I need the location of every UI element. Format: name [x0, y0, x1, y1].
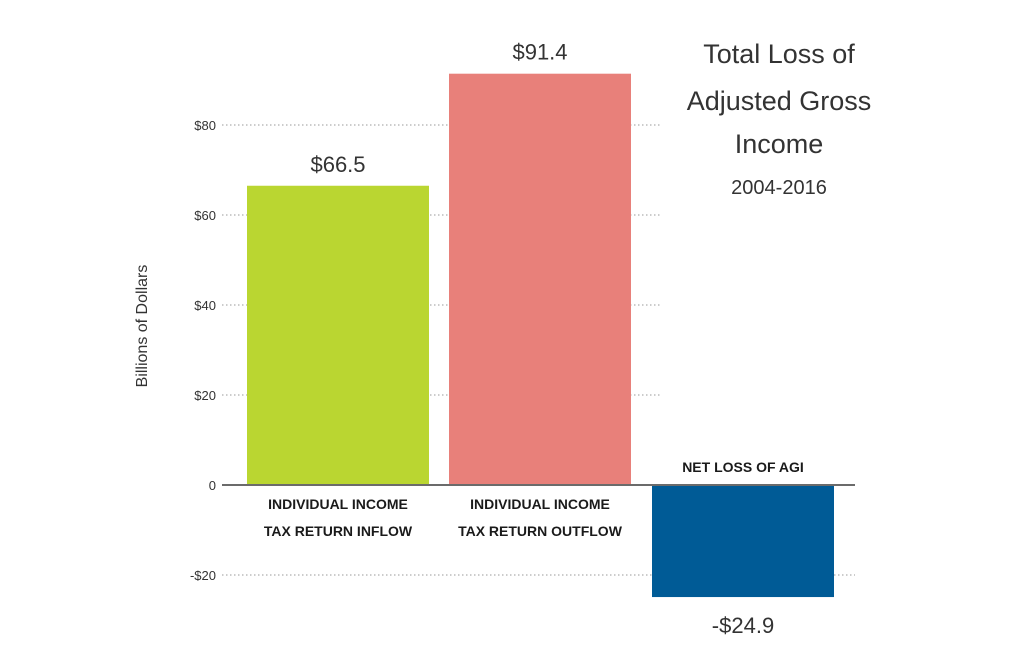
y-axis-ticks: $80 $60 $40 $20 0 -$20	[190, 118, 216, 583]
bar	[449, 73, 631, 485]
chart-title-line-2: Adjusted Gross	[687, 86, 872, 116]
category-label: INDIVIDUAL INCOME	[470, 496, 610, 512]
bars	[247, 73, 834, 598]
category-labels: INDIVIDUAL INCOME TAX RETURN INFLOW INDIVI…	[264, 459, 804, 539]
value-labels: $66.5 $91.4 -$24.9	[310, 40, 774, 638]
y-tick-label: 0	[209, 478, 216, 493]
category-label: TAX RETURN INFLOW	[264, 523, 413, 539]
bar	[247, 185, 429, 485]
bar-value-label: $91.4	[512, 40, 567, 65]
category-label: TAX RETURN OUTFLOW	[458, 523, 623, 539]
y-tick-label: $20	[194, 388, 216, 403]
chart-title-line-3: Income	[735, 129, 824, 159]
y-tick-label: $40	[194, 298, 216, 313]
category-label: NET LOSS OF AGI	[682, 459, 804, 475]
chart-title-line-1: Total Loss of	[703, 39, 855, 69]
chart-title: Total Loss of Adjusted Gross Income 2004…	[687, 39, 872, 199]
y-axis-label: Billions of Dollars	[134, 265, 151, 388]
y-tick-label: $60	[194, 208, 216, 223]
bar-value-label: -$24.9	[712, 613, 774, 638]
bar-value-label: $66.5	[310, 152, 365, 177]
category-label: INDIVIDUAL INCOME	[268, 496, 408, 512]
bar	[652, 485, 834, 598]
y-tick-label: $80	[194, 118, 216, 133]
chart-subtitle: 2004-2016	[731, 177, 827, 199]
y-tick-label: -$20	[190, 568, 216, 583]
